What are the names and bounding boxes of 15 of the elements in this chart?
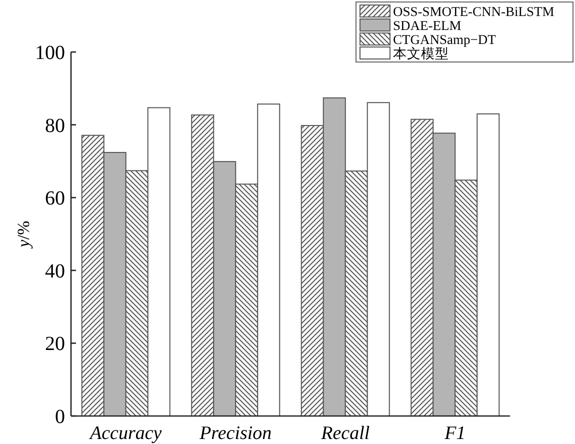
legend-label: 本文模型 bbox=[393, 46, 449, 61]
y-tick-label: 80 bbox=[45, 114, 65, 137]
y-tick-label: 60 bbox=[45, 188, 65, 210]
y-axis-title: y/% bbox=[14, 220, 33, 250]
y-tick-label: 20 bbox=[45, 333, 65, 356]
y-tick-label: 0 bbox=[55, 406, 65, 428]
legend-label: CTGANSamp−DT bbox=[393, 32, 497, 47]
x-tick-label: Accuracy bbox=[88, 423, 162, 444]
legend-label: OSS-SMOTE-CNN-BiLSTM bbox=[393, 4, 554, 19]
y-tick-label: 40 bbox=[45, 260, 65, 282]
legend-label: SDAE-ELM bbox=[393, 18, 462, 33]
x-tick-label: Precision bbox=[198, 423, 272, 444]
y-tick-label: 100 bbox=[35, 42, 65, 64]
x-tick-label: F1 bbox=[444, 423, 466, 444]
x-tick-label: Recall bbox=[320, 423, 370, 444]
